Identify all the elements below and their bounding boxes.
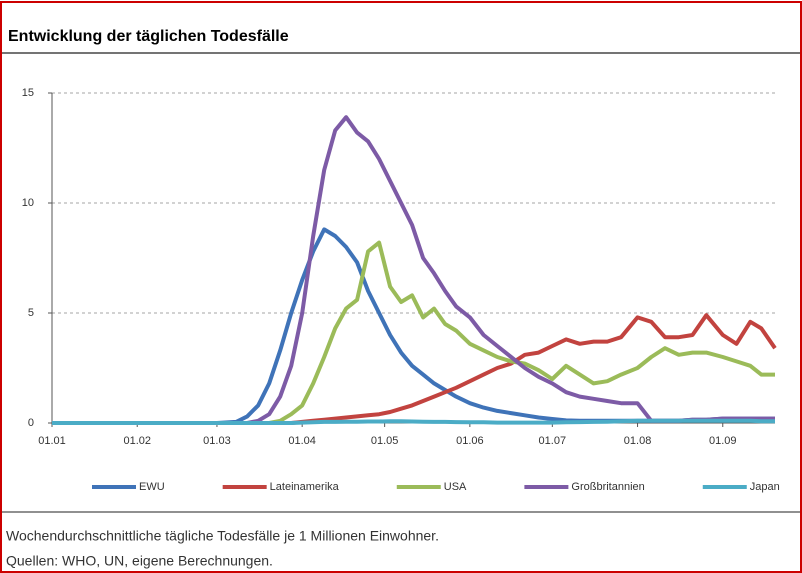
legend-label: Großbritannien	[571, 481, 644, 493]
x-tick-label: 01.06	[456, 435, 484, 447]
x-tick-label: 01.05	[371, 435, 399, 447]
legend-label: EWU	[139, 481, 165, 493]
series-line	[52, 115, 775, 425]
note: Quellen: WHO, UN, eigene Berechnungen.	[6, 553, 273, 569]
x-tick-label: 01.09	[709, 435, 737, 447]
y-tick-label: 5	[28, 307, 34, 319]
y-tick-label: 15	[22, 87, 34, 99]
legend-label: Japan	[750, 481, 780, 493]
x-tick-label: 01.02	[123, 435, 151, 447]
x-tick-label: 01.07	[539, 435, 567, 447]
x-tick-label: 01.03	[203, 435, 231, 447]
y-tick-label: 10	[22, 197, 34, 209]
series-line	[52, 418, 775, 425]
legend-label: Lateinamerika	[270, 481, 340, 493]
series-line	[52, 227, 775, 425]
x-tick-label: 01.08	[624, 435, 652, 447]
y-tick-label: 0	[28, 417, 34, 429]
x-tick-label: 01.01	[38, 435, 66, 447]
chart-title: Entwicklung der täglichen Todesfälle	[8, 28, 289, 45]
series-line	[52, 240, 775, 425]
legend-label: USA	[444, 481, 467, 493]
x-tick-label: 01.04	[288, 435, 316, 447]
note: Wochendurchschnittliche tägliche Todesfä…	[6, 528, 439, 544]
